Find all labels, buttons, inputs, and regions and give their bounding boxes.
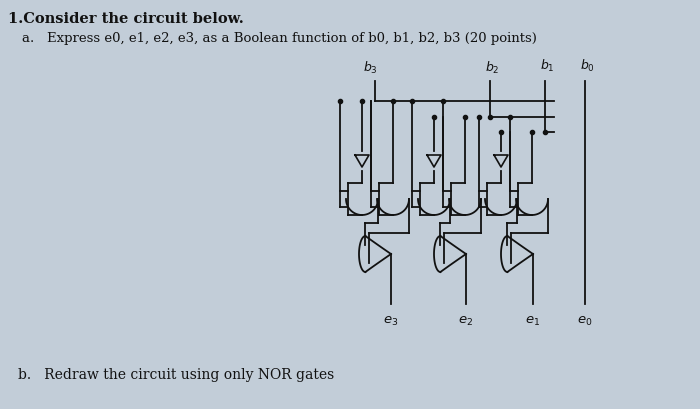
Text: $b_1$: $b_1$: [540, 58, 554, 74]
Text: $e_1$: $e_1$: [526, 314, 540, 327]
Text: $e_2$: $e_2$: [458, 314, 473, 327]
Text: $b_2$: $b_2$: [484, 60, 499, 76]
Text: 1.Consider the circuit below.: 1.Consider the circuit below.: [8, 12, 244, 26]
Text: $b_3$: $b_3$: [363, 60, 377, 76]
Text: $e_3$: $e_3$: [384, 314, 398, 327]
Text: $b_0$: $b_0$: [580, 58, 594, 74]
Text: $e_0$: $e_0$: [578, 314, 593, 327]
Text: b.   Redraw the circuit using only NOR gates: b. Redraw the circuit using only NOR gat…: [18, 367, 335, 381]
Text: a.   Express e0, e1, e2, e3, as a Boolean function of b0, b1, b2, b3 (20 points): a. Express e0, e1, e2, e3, as a Boolean …: [22, 32, 537, 45]
